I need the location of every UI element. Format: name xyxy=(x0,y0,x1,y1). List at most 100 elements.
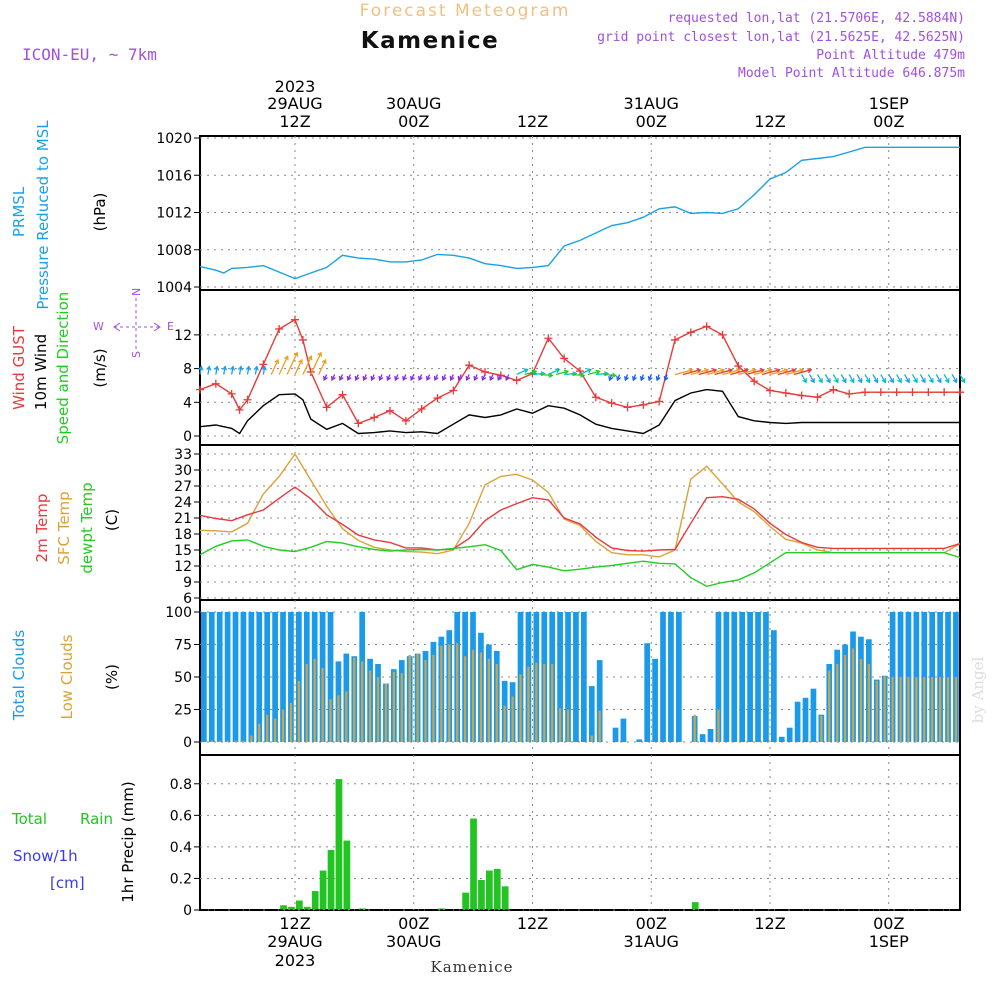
wind-direction-arrow xyxy=(207,366,210,375)
precip-label-unit: 1hr Precip (mm) xyxy=(119,781,137,902)
precip-frame xyxy=(199,754,961,911)
wind-direction-arrow xyxy=(848,374,855,383)
wind-direction-arrowhead xyxy=(293,351,299,357)
wind-direction-arrowhead xyxy=(834,378,839,384)
wind-gust-line-point xyxy=(797,391,806,400)
temperature-ytick-label: 33 xyxy=(174,447,192,463)
low-clouds-bar xyxy=(859,658,863,742)
pressure-line xyxy=(199,146,960,280)
total-clouds-bar xyxy=(232,612,239,742)
wind-direction-arrow xyxy=(572,373,585,377)
top-tick-date: 29AUG xyxy=(267,94,322,113)
low-clouds-bar xyxy=(376,677,380,742)
wind-ytick-label: 4 xyxy=(183,395,192,411)
wind-direction-arrowhead xyxy=(338,375,344,382)
wind-direction-arrowhead xyxy=(783,368,789,374)
wind-direction-arrowhead xyxy=(362,375,368,382)
total-clouds-bar xyxy=(588,686,595,742)
wind-direction-arrow xyxy=(943,374,950,383)
wind-direction-arrowhead xyxy=(849,378,855,384)
wind-gust-line-point xyxy=(322,403,331,412)
wind-direction-arrowhead xyxy=(346,375,352,382)
wind-gust-line-point xyxy=(671,335,679,344)
low-clouds-bar xyxy=(258,723,261,742)
total-clouds-bar xyxy=(636,739,643,742)
wind-gust-line-point xyxy=(781,389,790,398)
wind-gust-line-point xyxy=(813,393,822,402)
wind-gust-line-point xyxy=(211,379,220,388)
wind-direction-arrowhead xyxy=(807,368,813,374)
pressure-ytick-label: 1012 xyxy=(156,206,192,222)
wind-direction-arrowhead xyxy=(222,365,228,371)
wind-gust-line-point xyxy=(306,367,315,376)
low-clouds-bar xyxy=(946,677,950,742)
wind-direction-arrowhead xyxy=(378,375,384,382)
wind-gust-line-point xyxy=(845,389,854,398)
low-clouds-bar xyxy=(558,708,562,742)
precip-ytick-label: 0 xyxy=(183,903,192,919)
low-clouds-bar xyxy=(289,703,293,742)
rain-bar xyxy=(438,908,446,910)
total-clouds-bar xyxy=(652,658,658,742)
wind-gust-line-point xyxy=(417,405,426,414)
wind-direction-arrowhead xyxy=(307,355,313,361)
wind-gust-line-point xyxy=(354,419,363,428)
rain-bar xyxy=(335,779,343,910)
low-clouds-bar xyxy=(551,664,554,742)
total-clouds-bar xyxy=(224,612,231,742)
low-clouds-bar xyxy=(931,677,934,742)
wind-gust-line-point xyxy=(259,360,268,369)
rain-bar xyxy=(296,900,303,910)
low-clouds-bar xyxy=(448,644,451,742)
wind-gust-line-point xyxy=(766,386,774,395)
wind-direction-arrowhead xyxy=(330,375,336,382)
wind-direction-arrowhead xyxy=(449,375,455,382)
low-clouds-bar xyxy=(907,677,910,742)
wind-direction-arrow xyxy=(587,370,600,376)
wind-direction-arrow xyxy=(286,352,298,375)
wind-direction-arrowhead xyxy=(354,375,360,382)
total-clouds-bar xyxy=(699,734,706,742)
wind-direction-arrow xyxy=(959,374,966,383)
wind-gust-line-point xyxy=(560,354,569,363)
wind-direction-arrowhead xyxy=(944,378,950,384)
wind-direction-arrowhead xyxy=(489,375,495,382)
compass-s: S xyxy=(130,351,143,358)
low-clouds-bar xyxy=(883,675,886,742)
wind-direction-arrowhead xyxy=(465,375,471,382)
wind-direction-arrowhead xyxy=(727,368,734,374)
low-clouds-bar xyxy=(519,674,522,742)
wind-direction-arrow xyxy=(761,369,780,376)
wind-direction-arrowhead xyxy=(481,375,487,382)
wind-direction-arrow xyxy=(690,369,709,376)
wind-gust-line-point xyxy=(298,335,307,344)
low-clouds-bar xyxy=(487,658,490,742)
wind-direction-arrow xyxy=(318,359,327,375)
rain-bar xyxy=(280,905,287,910)
wind-ytick-label: 0 xyxy=(183,429,192,445)
cloud-label-total: Total Clouds xyxy=(10,630,28,722)
clouds-ytick-label: 100 xyxy=(165,605,192,621)
rain-bar xyxy=(303,906,311,910)
pressure-ytick-label: 1020 xyxy=(156,131,192,147)
wind-direction-arrowhead xyxy=(751,368,757,374)
low-clouds-bar xyxy=(273,718,277,742)
total-clouds-bar xyxy=(723,612,730,742)
temperature-frame xyxy=(199,444,961,601)
wind-gust-line-point xyxy=(718,330,727,339)
wind-direction-arrowhead xyxy=(865,378,871,384)
wind-direction-arrowhead xyxy=(386,375,392,382)
wind-label-unit: (m/s) xyxy=(91,348,109,387)
wind-label-speed-dir: Speed and Direction xyxy=(54,292,72,445)
requested-coords: requested lon,lat (21.5706E, 42.5884N) xyxy=(668,11,965,26)
wind-direction-arrowhead xyxy=(523,368,529,374)
wind-direction-arrowhead xyxy=(791,368,797,374)
low-clouds-bar xyxy=(250,735,253,742)
wind-direction-arrowhead xyxy=(563,369,570,375)
precip-ytick-label: 0.6 xyxy=(170,808,192,824)
low-clouds-bar xyxy=(693,714,696,742)
wind-direction-arrowhead xyxy=(905,378,910,384)
wind-direction-arrow xyxy=(603,373,616,377)
total-clouds-bar xyxy=(327,612,334,742)
